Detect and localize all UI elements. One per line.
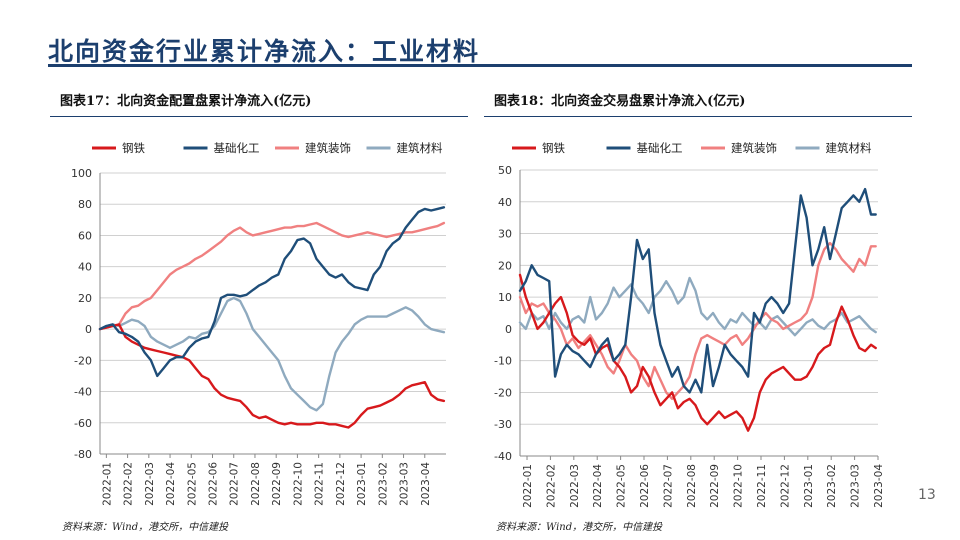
chart2-source: 资料来源：Wind，港交所，中信建投	[496, 522, 663, 533]
chart1-xtick-label: 2023-04	[420, 462, 432, 506]
chart2-legend-label: 钢铁	[542, 141, 565, 155]
chart2-caption-rule	[484, 116, 912, 117]
chart2-xtick-label: 2022-04	[592, 464, 604, 508]
chart1-ytick-label: -60	[74, 417, 92, 430]
chart2-series-line-0	[518, 273, 877, 432]
chart2-xtick-label: 2022-09	[709, 464, 721, 508]
chart1-xtick-label: 2022-06	[208, 462, 220, 506]
page-title: 北向资金行业累计净流入：工业材料	[48, 37, 481, 66]
chart1-series-line-1	[98, 206, 446, 378]
chart1-xtick-label: 2022-12	[335, 462, 347, 506]
chart1-legend-label: 基础化工	[214, 141, 260, 155]
chart1-ytick-label: 80	[78, 198, 92, 211]
chart2-legend-label: 建筑材料	[826, 141, 872, 155]
chart2-xtick-label: 2022-08	[686, 464, 698, 508]
chart1-xtick-label: 2023-03	[399, 462, 411, 506]
chart1-xtick-label: 2022-03	[144, 462, 156, 506]
chart2-ytick-label: -10	[494, 355, 512, 368]
chart1-series-line-3	[98, 296, 446, 412]
title-underline	[48, 64, 912, 67]
chart2-series-line-1	[518, 187, 877, 394]
chart2-ytick-label: 40	[498, 196, 512, 209]
chart2-xtick-label: 2023-01	[803, 464, 815, 508]
chart1-xtick-label: 2022-09	[271, 462, 283, 506]
chart2-plot: -40 -30 -20 -10 0 10 20 30 40 50 2022-01 2022-02 202…	[494, 141, 885, 508]
chart1-xtick-label: 2022-07	[229, 462, 241, 506]
chart1-legend-label: 钢铁	[122, 141, 145, 155]
page-number: 13	[918, 487, 936, 503]
chart2-xtick-label: 2022-01	[522, 464, 534, 508]
chart1-ytick-label: 100	[71, 167, 92, 180]
chart1-xtick-label: 2023-02	[377, 462, 389, 506]
chart1-ytick-label: 40	[78, 261, 92, 274]
chart1-xtick-label: 2022-04	[165, 462, 177, 506]
chart2-xtick-label: 2023-03	[850, 464, 862, 508]
chart2-ytick-label: -20	[494, 386, 512, 399]
chart1-ytick-label: 0	[85, 323, 92, 336]
chart2-xtick-label: 2023-02	[826, 464, 838, 508]
chart1-xtick-label: 2022-10	[292, 462, 304, 506]
chart2-caption: 图表18：北向资金交易盘累计净流入(亿元)	[494, 94, 746, 109]
chart2-series-line-3	[518, 276, 877, 337]
chart1-plot: -80 -60 -40 -20 0 20 40 60 80 100 2022-01 2022-02 20…	[71, 141, 446, 506]
chart1-source: 资料来源：Wind，港交所，中信建投	[62, 522, 229, 533]
chart1-xtick-label: 2022-01	[101, 462, 113, 506]
chart2-ytick-label: 20	[498, 259, 512, 272]
chart1-ytick-label: -20	[74, 354, 92, 367]
chart1-ytick-label: -40	[74, 386, 92, 399]
chart2-xtick-label: 2022-12	[779, 464, 791, 508]
chart1-xtick-label: 2022-02	[123, 462, 135, 506]
chart2-xtick-label: 2022-11	[756, 464, 768, 508]
chart2-legend-label: 基础化工	[637, 141, 683, 155]
chart2-xtick-label: 2022-06	[639, 464, 651, 508]
chart2-series-line-2	[518, 241, 877, 400]
chart1-series-line-0	[98, 323, 446, 429]
chart2-ytick-label: 30	[498, 228, 512, 241]
chart1-ytick-label: -80	[74, 448, 92, 461]
chart2-xtick-label: 2022-10	[733, 464, 745, 508]
chart1-xtick-label: 2022-08	[250, 462, 262, 506]
chart2-legend-label: 建筑装饰	[731, 141, 777, 155]
chart1-legend-label: 建筑材料	[397, 141, 443, 155]
chart2-ytick-label: -40	[494, 450, 512, 463]
chart2-xtick-label: 2023-04	[873, 464, 885, 508]
chart1-xtick-label: 2023-01	[356, 462, 368, 506]
chart1-xtick-label: 2022-05	[186, 462, 198, 506]
chart2-xtick-label: 2022-02	[545, 464, 557, 508]
chart2-ytick-label: 50	[498, 164, 512, 177]
chart1-xtick-label: 2022-11	[314, 462, 326, 506]
chart1-caption-rule	[50, 116, 468, 117]
chart1-ytick-label: 20	[78, 292, 92, 305]
chart1-caption: 图表17：北向资金配置盘累计净流入(亿元)	[60, 94, 312, 109]
chart2-ytick-label: -30	[494, 418, 512, 431]
chart2-xtick-label: 2022-05	[616, 464, 628, 508]
chart2-xtick-label: 2022-07	[662, 464, 674, 508]
chart1-series-line-2	[98, 221, 446, 331]
chart1-ytick-label: 60	[78, 229, 92, 242]
chart2-xtick-label: 2022-03	[569, 464, 581, 508]
chart2-ytick-label: 0	[505, 323, 512, 336]
chart2-ytick-label: 10	[498, 291, 512, 304]
chart1-legend-label: 建筑装饰	[305, 141, 351, 155]
